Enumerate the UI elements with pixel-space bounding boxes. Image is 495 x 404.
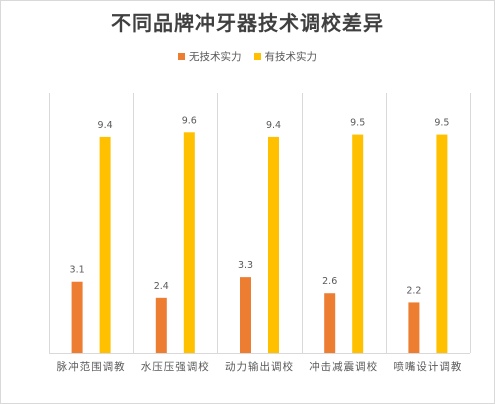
chart-title: 不同品牌冲牙器技术调校差异 — [111, 11, 384, 35]
data-label-series-1: 2.4 — [154, 281, 169, 292]
data-label-series-1: 3.1 — [70, 265, 85, 276]
legend: 无技术实力 有技术实力 — [1, 49, 494, 64]
legend-label-series-2: 有技术实力 — [264, 51, 318, 63]
bar-series-2 — [436, 134, 448, 353]
bar-series-2 — [99, 136, 111, 353]
data-label-series-2: 9.4 — [98, 120, 113, 131]
data-label-series-1: 2.6 — [322, 276, 337, 287]
bar-series-1 — [71, 281, 83, 353]
bar-series-2 — [183, 132, 195, 353]
x-tick-label: 脉冲范围调教 — [57, 360, 126, 373]
data-label-series-2: 9.5 — [350, 118, 365, 129]
legend-swatch-series-1 — [178, 53, 185, 60]
bar-series-2 — [268, 136, 279, 353]
bar-series-1 — [240, 277, 251, 353]
bar-series-1 — [324, 293, 336, 353]
data-label-series-2: 9.4 — [266, 120, 281, 131]
legend-label-series-1: 无技术实力 — [189, 51, 242, 63]
x-tick-label: 喷嘴设计调教 — [393, 360, 462, 373]
bar-series-1 — [408, 302, 420, 353]
legend-item-series-1: 无技术实力 — [178, 49, 242, 64]
x-tick-label: 水压压强调校 — [141, 360, 210, 373]
data-label-series-2: 9.6 — [182, 115, 197, 126]
data-label-series-1: 2.2 — [406, 285, 421, 296]
bar-series-2 — [352, 134, 364, 353]
bar-series-1 — [155, 297, 167, 353]
data-label-series-1: 3.3 — [238, 260, 253, 271]
x-tick-label: 动力输出调校 — [225, 360, 294, 373]
data-label-series-2: 9.5 — [434, 118, 449, 129]
legend-swatch-series-2 — [253, 53, 261, 60]
x-tick-label: 冲击减震调校 — [309, 360, 378, 373]
legend-item-series-2: 有技术实力 — [253, 49, 318, 64]
